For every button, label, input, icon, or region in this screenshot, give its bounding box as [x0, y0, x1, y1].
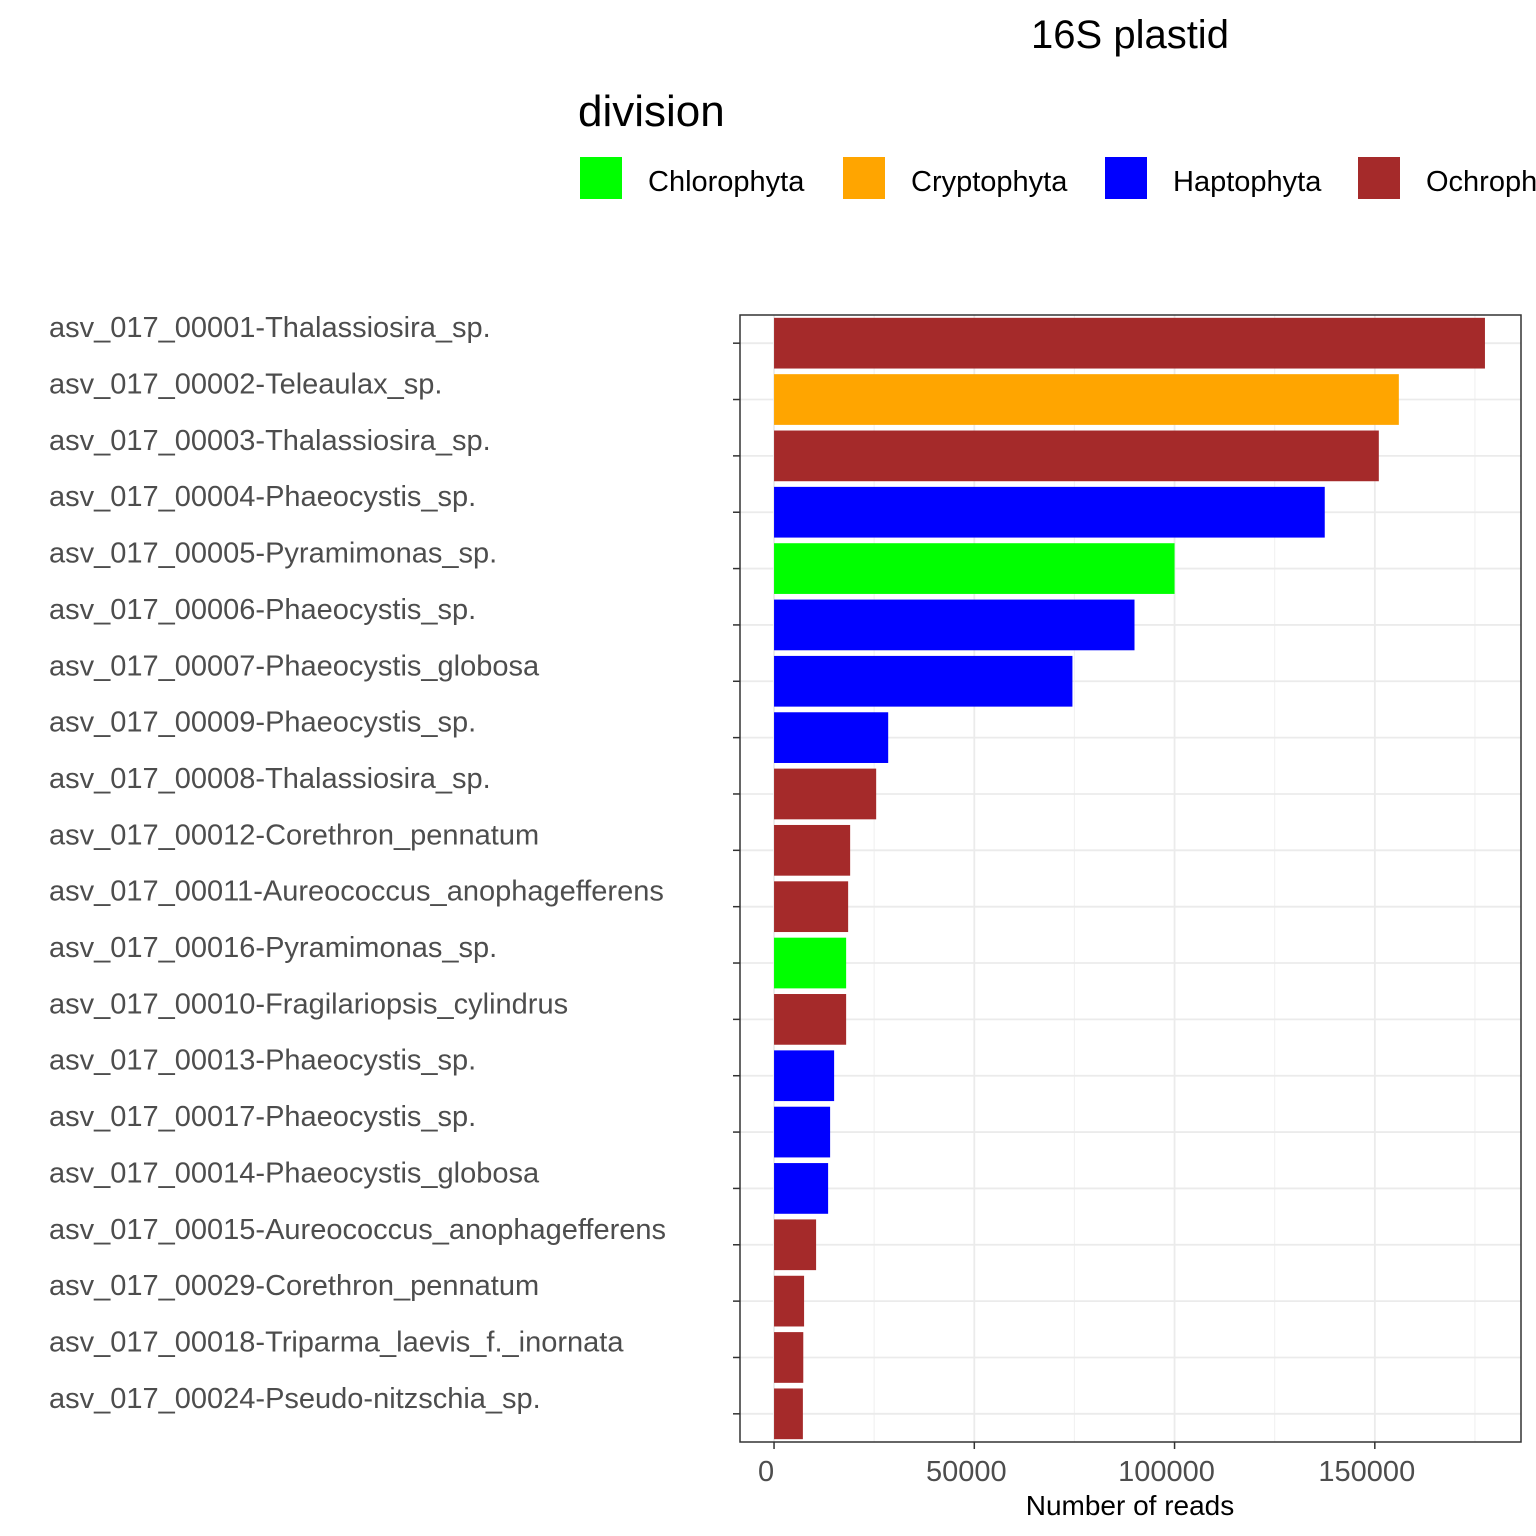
legend-swatch — [580, 157, 622, 199]
y-tick-label: asv_017_00007-Phaeocystis_globosa — [49, 650, 540, 682]
legend-label: Haptophyta — [1173, 166, 1322, 198]
y-tick-label: asv_017_00005-Pyramimonas_sp. — [49, 538, 497, 570]
y-tick-label: asv_017_00016-Pyramimonas_sp. — [49, 932, 497, 964]
bar — [774, 768, 877, 820]
bars — [774, 317, 1485, 1440]
bar — [774, 824, 851, 876]
bar — [774, 430, 1379, 482]
bar — [774, 1163, 829, 1214]
x-axis: 0 50000 100000 150000 — [758, 1442, 1415, 1488]
y-tick-label: asv_017_00002-Teleaulax_sp. — [49, 369, 442, 401]
bar — [774, 1275, 805, 1327]
y-tick-label: asv_017_00010-Fragilariopsis_cylindrus — [49, 988, 568, 1020]
y-tick-label: asv_017_00018-Triparma_laevis_f._inornat… — [49, 1326, 624, 1358]
y-axis: asv_017_00001-Thalassiosira_sp. asv_017_0… — [49, 312, 740, 1415]
y-tick-label: asv_017_00001-Thalassiosira_sp. — [49, 312, 491, 344]
y-tick-label: asv_017_00006-Phaeocystis_sp. — [49, 594, 476, 626]
bar — [774, 881, 849, 933]
legend-swatch — [1105, 157, 1147, 199]
bar — [774, 1106, 831, 1158]
legend-label: Cryptophyta — [911, 166, 1068, 198]
legend-label: Chlorophyta — [648, 166, 805, 198]
bar — [774, 543, 1175, 594]
bar — [774, 712, 889, 763]
plot-area — [739, 314, 1522, 1443]
legend: division Chlorophyta Cryptophyta Haptophyt… — [578, 87, 1536, 199]
x-tick-label: 50000 — [926, 1456, 1007, 1488]
y-tick-label: asv_017_00008-Thalassiosira_sp. — [49, 763, 491, 795]
y-tick-label: asv_017_00004-Phaeocystis_sp. — [49, 481, 476, 513]
y-tick-label: asv_017_00003-Thalassiosira_sp. — [49, 425, 491, 457]
legend-title: division — [578, 87, 725, 136]
bar — [774, 317, 1485, 369]
x-axis-label: Number of reads — [1026, 1490, 1235, 1521]
y-tick-label: asv_017_00013-Phaeocystis_sp. — [49, 1045, 476, 1077]
legend-label: Ochrophyta — [1426, 166, 1536, 198]
bar — [774, 1332, 804, 1383]
legend-swatch — [843, 157, 885, 199]
y-tick-label: asv_017_00009-Phaeocystis_sp. — [49, 707, 476, 739]
x-tick-label: 0 — [758, 1456, 774, 1488]
plot-background — [740, 315, 1521, 1442]
bar — [774, 1219, 817, 1271]
bar — [774, 1388, 803, 1440]
y-tick-label: asv_017_00015-Aureococcus_anophagefferen… — [49, 1214, 666, 1246]
y-tick-label: asv_017_00014-Phaeocystis_globosa — [49, 1157, 540, 1189]
x-tick-label: 150000 — [1318, 1456, 1415, 1488]
y-tick-label: asv_017_00029-Corethron_pennatum — [49, 1270, 539, 1302]
y-tick-label: asv_017_00012-Corethron_pennatum — [49, 819, 539, 851]
chart-title: 16S plastid — [1031, 13, 1229, 57]
bar — [774, 374, 1399, 425]
bar — [774, 486, 1325, 538]
plot-border — [739, 314, 1522, 1443]
bar — [774, 599, 1135, 651]
bar — [774, 937, 847, 989]
bar — [774, 1050, 835, 1102]
y-tick-label: asv_017_00017-Phaeocystis_sp. — [49, 1101, 476, 1133]
legend-entries: Chlorophyta Cryptophyta Haptophyta Ochrophy… — [580, 157, 1536, 199]
y-tick-label: asv_017_00024-Pseudo-nitzschia_sp. — [49, 1383, 541, 1415]
bar — [774, 994, 847, 1045]
y-tick-label: asv_017_00011-Aureococcus_anophagefferen… — [49, 876, 664, 908]
bar — [774, 655, 1073, 707]
legend-swatch — [1358, 157, 1400, 199]
x-tick-label: 100000 — [1118, 1456, 1215, 1488]
